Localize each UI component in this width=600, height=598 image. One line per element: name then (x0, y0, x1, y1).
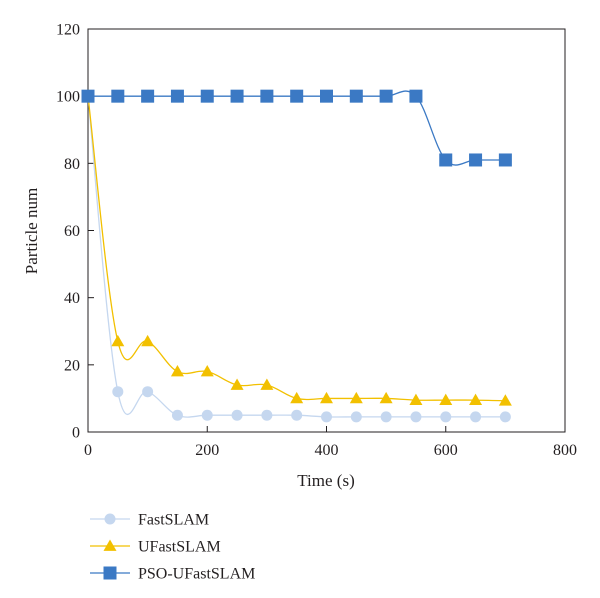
legend-marker (104, 513, 116, 525)
series-square (81, 89, 512, 167)
data-point (261, 409, 273, 421)
legend-marker (103, 539, 117, 551)
data-point (141, 89, 155, 103)
x-tick-label: 800 (553, 442, 577, 459)
series-layer (81, 89, 512, 423)
data-point (290, 391, 304, 404)
series-line (87, 96, 506, 402)
data-point (141, 334, 155, 347)
legend: FastSLAM UFastSLAM PSO-UFastSLAM (90, 512, 255, 583)
y-tick-label: 100 (56, 89, 80, 106)
data-point (498, 394, 512, 406)
data-point (440, 411, 452, 423)
x-axis: 0 200 400 600 800 (84, 426, 577, 459)
y-tick-label: 120 (56, 22, 80, 39)
data-point (170, 89, 184, 103)
series-triangle (81, 89, 512, 406)
data-point (200, 89, 214, 103)
y-tick-label: 80 (64, 156, 80, 173)
plot-area-border (87, 28, 566, 433)
x-tick-label: 200 (195, 442, 219, 459)
y-tick-label: 60 (64, 223, 80, 240)
data-point (170, 365, 184, 377)
data-point (379, 391, 393, 404)
data-point (111, 89, 125, 103)
data-point (321, 411, 332, 423)
legend-item: UFastSLAM (90, 539, 221, 556)
plot-frame (87, 28, 566, 433)
data-point (439, 393, 453, 405)
data-point (230, 378, 244, 390)
data-point (81, 89, 95, 103)
data-point (409, 393, 423, 405)
data-point (379, 89, 393, 103)
series-circle (82, 90, 511, 423)
data-point (320, 89, 333, 103)
data-point (498, 153, 512, 167)
y-axis-title: Particle num (22, 188, 41, 274)
data-point (439, 153, 453, 167)
data-point (409, 89, 423, 103)
data-point (231, 409, 243, 421)
data-point (380, 411, 392, 423)
legend-label: PSO-UFastSLAM (138, 566, 255, 583)
data-point (349, 89, 363, 103)
data-point (499, 411, 511, 423)
data-point (290, 89, 304, 103)
legend-item: PSO-UFastSLAM (90, 566, 255, 583)
data-point (142, 386, 154, 398)
data-point (230, 89, 244, 103)
y-tick-label: 0 (72, 425, 80, 442)
data-point (201, 409, 213, 421)
data-point (410, 411, 422, 423)
legend-label: FastSLAM (138, 512, 209, 529)
legend-item: FastSLAM (90, 512, 209, 529)
data-point (260, 89, 274, 103)
data-point (469, 393, 483, 405)
data-point (470, 411, 482, 423)
data-point (291, 409, 303, 421)
x-axis-title: Time (s) (297, 471, 354, 490)
data-point (171, 409, 183, 421)
x-tick-label: 600 (434, 442, 458, 459)
data-point (260, 378, 274, 390)
data-point (111, 334, 125, 347)
data-point (469, 153, 483, 167)
data-point (350, 411, 362, 423)
legend-marker (103, 566, 117, 580)
data-point (349, 391, 363, 404)
data-point (112, 386, 124, 398)
series-line (87, 96, 506, 418)
data-point (200, 365, 214, 377)
y-tick-label: 40 (64, 290, 80, 307)
x-tick-label: 400 (315, 442, 339, 459)
x-tick-label: 0 (84, 442, 92, 459)
legend-label: UFastSLAM (138, 539, 221, 556)
y-tick-label: 20 (64, 357, 80, 374)
data-point (320, 391, 333, 404)
